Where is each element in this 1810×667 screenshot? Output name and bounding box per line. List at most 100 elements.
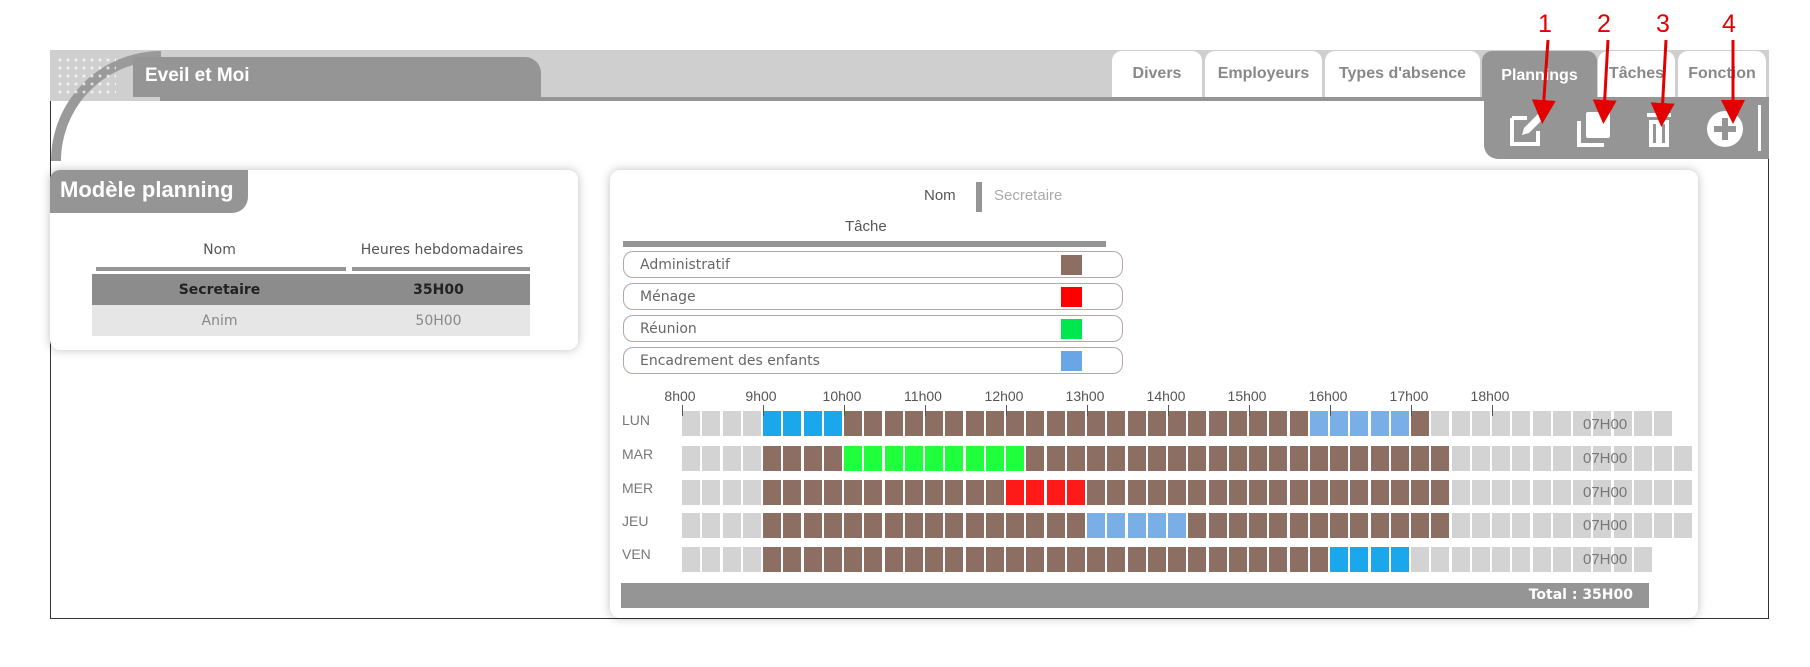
schedule-cell[interactable] — [1046, 446, 1065, 471]
schedule-cell[interactable] — [925, 480, 943, 505]
schedule-cell[interactable] — [965, 411, 984, 436]
schedule-cell[interactable] — [925, 547, 943, 572]
schedule-cell[interactable] — [1208, 480, 1227, 505]
schedule-cell[interactable] — [682, 547, 700, 572]
schedule-cell[interactable] — [904, 446, 923, 471]
schedule-cell[interactable] — [1411, 513, 1429, 538]
schedule-cell[interactable] — [803, 547, 822, 572]
schedule-cell[interactable] — [1552, 480, 1571, 505]
schedule-cell[interactable] — [844, 411, 862, 436]
tab-employeurs[interactable]: Employeurs — [1205, 51, 1322, 97]
schedule-cell[interactable] — [682, 513, 700, 538]
schedule-cell[interactable] — [1573, 513, 1591, 538]
schedule-cell[interactable] — [823, 411, 842, 436]
schedule-cell[interactable] — [1350, 446, 1369, 471]
schedule-cell[interactable] — [1512, 411, 1531, 436]
schedule-cell[interactable] — [1289, 411, 1308, 436]
schedule-cell[interactable] — [1451, 513, 1470, 538]
schedule-cell[interactable] — [985, 513, 1004, 538]
schedule-cell[interactable] — [1228, 547, 1247, 572]
schedule-cell[interactable] — [1087, 446, 1105, 471]
schedule-cell[interactable] — [1127, 513, 1146, 538]
schedule-cell[interactable] — [1451, 480, 1470, 505]
schedule-cell[interactable] — [1107, 411, 1126, 436]
schedule-cell[interactable] — [1006, 480, 1024, 505]
schedule-cell[interactable] — [1471, 480, 1490, 505]
schedule-cell[interactable] — [945, 446, 964, 471]
schedule-cell[interactable] — [1147, 411, 1166, 436]
schedule-cell[interactable] — [1066, 513, 1085, 538]
schedule-cell[interactable] — [1269, 446, 1288, 471]
schedule-cell[interactable] — [1087, 480, 1105, 505]
schedule-cell[interactable] — [1512, 480, 1531, 505]
schedule-cell[interactable] — [884, 446, 903, 471]
table-row[interactable]: Anim 50H00 — [92, 305, 530, 336]
schedule-cell[interactable] — [1289, 513, 1308, 538]
task-item-menage[interactable]: Ménage — [623, 283, 1123, 310]
schedule-cell[interactable] — [1431, 411, 1450, 436]
schedule-cell[interactable] — [1613, 547, 1632, 572]
table-row-selected[interactable]: Secretaire 35H00 — [92, 274, 530, 305]
schedule-cell[interactable] — [864, 513, 883, 538]
schedule-cell[interactable] — [1127, 547, 1146, 572]
schedule-cell[interactable] — [945, 411, 964, 436]
schedule-cell[interactable] — [1492, 446, 1510, 471]
schedule-cell[interactable] — [1147, 547, 1166, 572]
schedule-cell[interactable] — [702, 547, 721, 572]
schedule-cell[interactable] — [783, 480, 802, 505]
schedule-cell[interactable] — [1370, 446, 1389, 471]
schedule-cell[interactable] — [1168, 547, 1186, 572]
schedule-cell[interactable] — [763, 411, 781, 436]
schedule-cell[interactable] — [925, 513, 943, 538]
schedule-cell[interactable] — [884, 411, 903, 436]
schedule-cell[interactable] — [904, 411, 923, 436]
schedule-cell[interactable] — [1147, 446, 1166, 471]
schedule-cell[interactable] — [742, 547, 761, 572]
schedule-cell[interactable] — [783, 547, 802, 572]
schedule-cell[interactable] — [1390, 411, 1409, 436]
schedule-cell[interactable] — [702, 513, 721, 538]
schedule-cell[interactable] — [1431, 513, 1450, 538]
schedule-cell[interactable] — [1087, 547, 1105, 572]
schedule-cell[interactable] — [1249, 411, 1267, 436]
schedule-cell[interactable] — [823, 446, 842, 471]
schedule-cell[interactable] — [763, 480, 781, 505]
schedule-cell[interactable] — [1208, 411, 1227, 436]
schedule-cell[interactable] — [1127, 411, 1146, 436]
schedule-cell[interactable] — [722, 513, 741, 538]
schedule-cell[interactable] — [1188, 411, 1207, 436]
schedule-cell[interactable] — [965, 547, 984, 572]
tab-types-absence[interactable]: Types d'absence — [1325, 51, 1480, 97]
schedule-cell[interactable] — [965, 513, 984, 538]
schedule-cell[interactable] — [1168, 480, 1186, 505]
schedule-cell[interactable] — [1532, 547, 1551, 572]
schedule-cell[interactable] — [823, 547, 842, 572]
schedule-cell[interactable] — [1066, 446, 1085, 471]
schedule-cell[interactable] — [1633, 513, 1652, 538]
schedule-cell[interactable] — [1633, 480, 1652, 505]
schedule-cell[interactable] — [1512, 446, 1531, 471]
schedule-cell[interactable] — [904, 513, 923, 538]
schedule-cell[interactable] — [1370, 547, 1389, 572]
schedule-cell[interactable] — [1026, 446, 1045, 471]
schedule-cell[interactable] — [1026, 480, 1045, 505]
schedule-cell[interactable] — [1147, 513, 1166, 538]
schedule-cell[interactable] — [1006, 411, 1024, 436]
schedule-cell[interactable] — [1309, 547, 1328, 572]
schedule-cell[interactable] — [1309, 513, 1328, 538]
schedule-cell[interactable] — [1552, 547, 1571, 572]
schedule-cell[interactable] — [1573, 480, 1591, 505]
schedule-cell[interactable] — [1370, 480, 1389, 505]
schedule-cell[interactable] — [1188, 547, 1207, 572]
schedule-cell[interactable] — [1228, 480, 1247, 505]
schedule-cell[interactable] — [1127, 446, 1146, 471]
schedule-cell[interactable] — [1492, 513, 1510, 538]
schedule-cell[interactable] — [1188, 446, 1207, 471]
schedule-cell[interactable] — [925, 446, 943, 471]
schedule-cell[interactable] — [803, 411, 822, 436]
schedule-cell[interactable] — [1390, 480, 1409, 505]
schedule-cell[interactable] — [1350, 480, 1369, 505]
schedule-cell[interactable] — [1370, 411, 1389, 436]
schedule-cell[interactable] — [1330, 547, 1348, 572]
schedule-cell[interactable] — [1269, 480, 1288, 505]
